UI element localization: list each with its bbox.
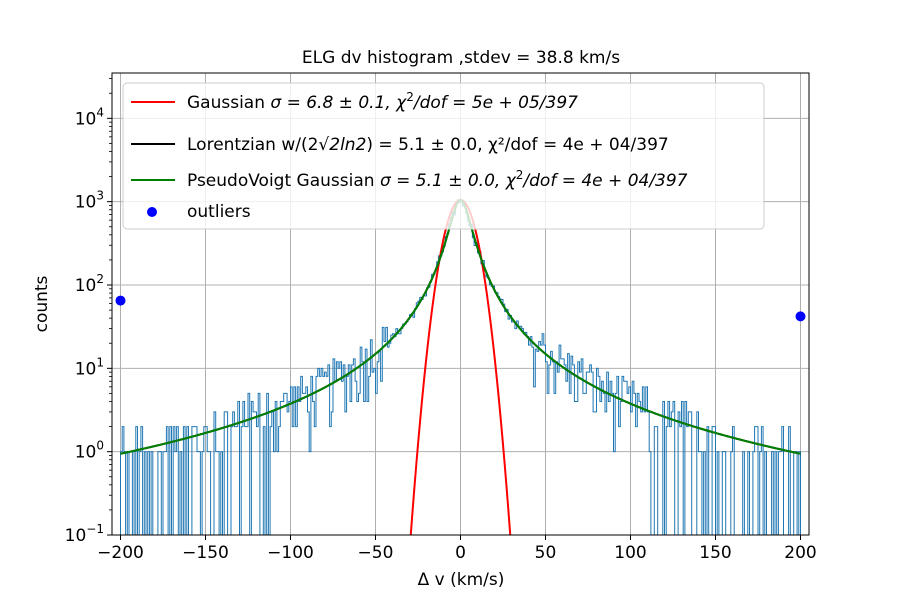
y-tick-label: 10−1	[65, 522, 104, 546]
legend-entry-gaussian: Gaussian σ = 6.8 ± 0.1, χ2/dof = 5e + 05…	[187, 90, 578, 113]
y-tick-label: 103	[75, 189, 104, 213]
x-axis-label: Δ v (km/s)	[418, 570, 505, 590]
chart-title: ELG dv histogram ,stdev = 38.8 km/s	[302, 48, 620, 68]
x-tick-label: 150	[699, 543, 731, 563]
legend-entry-outliers: outliers	[187, 202, 251, 222]
legend-entry-pseudovoigt: PseudoVoigt Gaussian σ = 5.1 ± 0.0, χ2/d…	[187, 168, 688, 191]
x-tick-label: 200	[784, 543, 816, 563]
x-tick-label: −100	[267, 543, 314, 563]
legend: Gaussian σ = 6.8 ± 0.1, χ2/dof = 5e + 05…	[122, 82, 765, 230]
outlier-point	[795, 311, 806, 322]
x-tick-label: −50	[358, 543, 394, 563]
legend-frame	[122, 82, 765, 230]
legend-swatch-outliers	[147, 207, 157, 217]
outlier-point	[115, 295, 126, 306]
x-tick-label: 0	[455, 543, 466, 563]
x-tick-label: 100	[614, 543, 646, 563]
x-tick-label: −200	[97, 543, 144, 563]
x-tick-label: 50	[535, 543, 557, 563]
x-axis: −200 −150 −100 −50 0 50 100 150 200	[97, 535, 817, 563]
y-tick-label: 104	[75, 105, 104, 129]
y-axis-label: counts	[32, 275, 52, 332]
x-tick-label: −150	[182, 543, 229, 563]
y-axis: 10−1 100 101 102 103 104	[65, 78, 112, 546]
y-tick-label: 102	[75, 272, 104, 296]
y-tick-label: 100	[75, 439, 104, 463]
legend-entry-lorentzian: Lorentzian w/(2√2ln2) = 5.1 ± 0.0, χ²/do…	[187, 135, 669, 155]
y-tick-label: 101	[75, 355, 104, 379]
